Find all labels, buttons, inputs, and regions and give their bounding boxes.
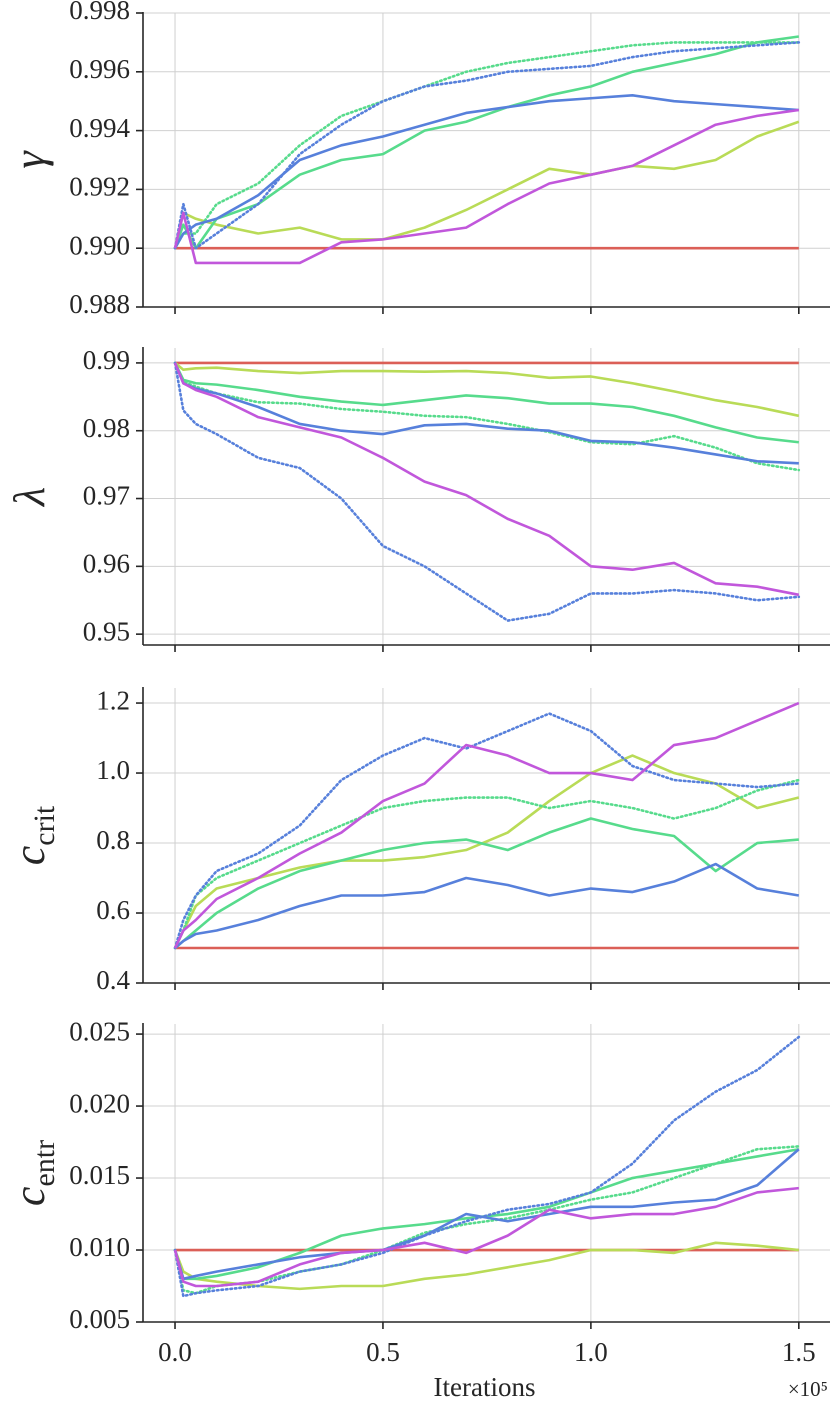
line-series <box>173 108 799 265</box>
x-tick-label: 0.5 <box>366 1337 400 1367</box>
y-tick-label: 0.97 <box>83 481 130 511</box>
y-tick-label: 0.98 <box>83 413 130 443</box>
y-tick-label: 0.8 <box>96 825 130 855</box>
y-tick-label: 0.994 <box>69 113 130 143</box>
line-series <box>173 1241 799 1291</box>
line-series <box>174 361 800 418</box>
line-series <box>173 41 801 250</box>
y-tick-label: 0.996 <box>69 54 130 84</box>
line-series <box>173 362 799 465</box>
y-tick-label: 0.020 <box>69 1088 130 1118</box>
line-series <box>173 701 800 949</box>
line-series <box>173 778 801 950</box>
y-axis-label: ccrit <box>5 805 61 865</box>
y-tick-label: 1.2 <box>96 685 130 715</box>
line-series <box>173 1148 800 1281</box>
y-tick-label: 0.990 <box>69 230 130 260</box>
y-axis-label-main: c <box>5 1186 54 1206</box>
y-axis-label-sub: entr <box>28 1140 61 1187</box>
y-tick-label: 0.95 <box>83 616 130 646</box>
y-tick-label: 0.998 <box>69 0 130 25</box>
y-axis-label: γ <box>5 150 54 169</box>
line-series <box>173 94 799 249</box>
y-tick-label: 0.992 <box>69 172 130 202</box>
y-axis-label-sub: crit <box>28 805 61 846</box>
line-series <box>173 1035 801 1298</box>
x-tick-label: 1.0 <box>574 1337 608 1367</box>
y-axis-label-main: γ <box>5 150 54 169</box>
line-series <box>173 1186 799 1288</box>
line-series <box>173 362 800 597</box>
line-series <box>173 35 799 250</box>
x-tick-label: 1.5 <box>782 1337 816 1367</box>
y-axis-label-main: c <box>5 845 54 865</box>
line-series <box>173 1147 800 1281</box>
line-series <box>173 41 801 250</box>
line-series <box>174 862 800 950</box>
y-axis-label: centr <box>5 1140 61 1206</box>
y-tick-label: 0.4 <box>96 965 130 995</box>
y-tick-label: 0.010 <box>69 1232 130 1262</box>
x-offset-label: ×10⁵ <box>788 1377 828 1401</box>
y-tick-label: 1.0 <box>96 755 130 785</box>
x-axis-label: Iterations <box>434 1372 536 1402</box>
y-tick-label: 0.99 <box>83 345 130 375</box>
y-tick-label: 0.025 <box>69 1016 130 1046</box>
line-series <box>174 817 799 950</box>
line-series <box>173 361 801 622</box>
y-tick-label: 0.96 <box>83 549 130 579</box>
y-tick-label: 0.988 <box>69 289 130 319</box>
x-tick-label: 0.0 <box>158 1337 192 1367</box>
y-axis-label: λ <box>5 487 54 508</box>
y-tick-label: 0.015 <box>69 1160 130 1190</box>
y-axis-label-main: λ <box>5 487 54 508</box>
line-series <box>173 712 801 950</box>
line-series <box>173 754 800 949</box>
y-tick-label: 0.005 <box>69 1304 130 1334</box>
line-series <box>173 362 799 444</box>
y-tick-label: 0.6 <box>96 895 130 925</box>
